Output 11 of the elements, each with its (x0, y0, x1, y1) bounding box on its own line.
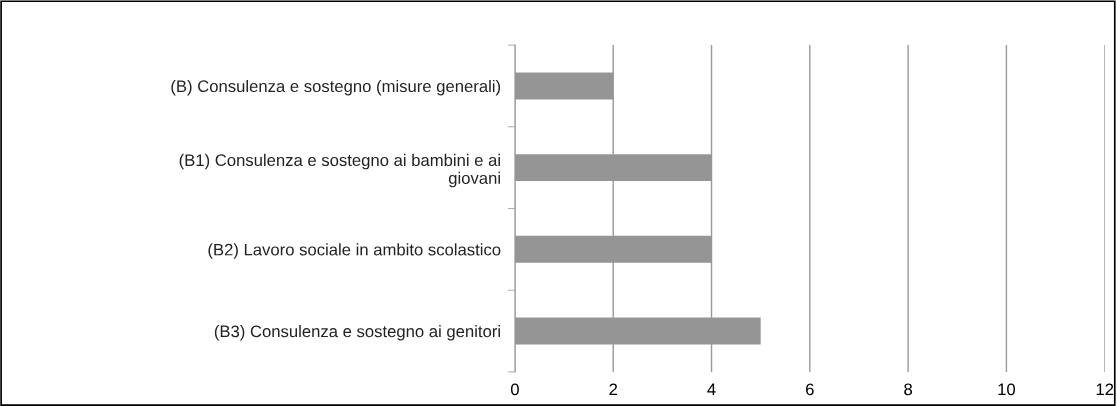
y-tick-label: (B3) Consulenza e sostegno ai genitori (214, 325, 500, 341)
x-tick-label: 8 (904, 383, 913, 396)
x-tick-label: 10 (998, 383, 1016, 396)
x-tick-label: 6 (806, 383, 814, 396)
x-tick-label: 0 (510, 383, 519, 396)
y-tick-label: (B) Consulenza e sostegno (misure generali) (171, 79, 501, 96)
x-tick-label: 4 (707, 383, 716, 396)
x-tick-label: 2 (609, 383, 618, 396)
x-tick-label: 12 (1096, 383, 1114, 396)
y-tick-label: (B2) Lavoro sociale in ambito scolastico (208, 243, 501, 259)
y-tick-label: (B1) Consulenza e sostegno ai bambini e ai giovani (179, 153, 500, 188)
